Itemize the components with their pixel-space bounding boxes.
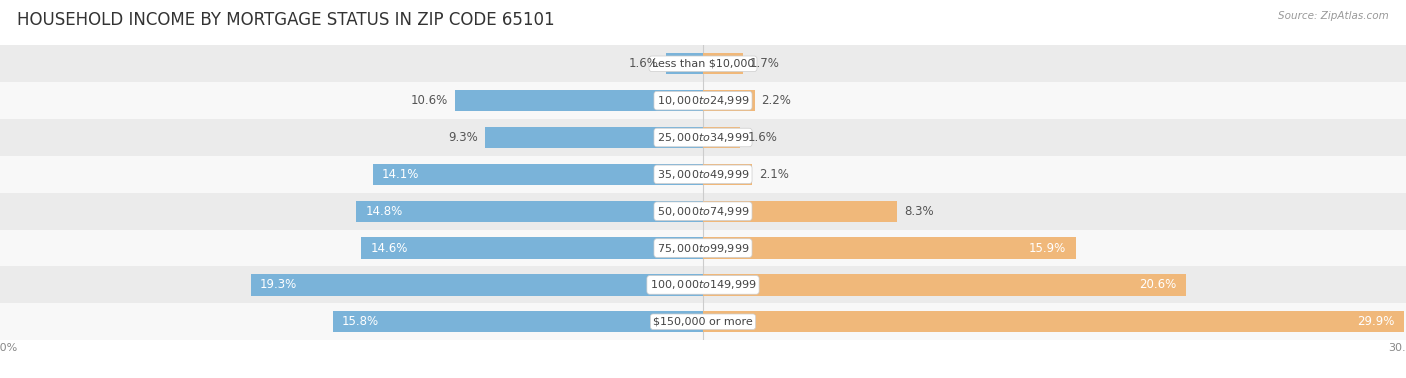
Bar xyxy=(0,193,1406,229)
Bar xyxy=(361,237,703,259)
Bar xyxy=(665,53,703,74)
Text: Source: ZipAtlas.com: Source: ZipAtlas.com xyxy=(1278,11,1389,21)
Text: 20.6%: 20.6% xyxy=(1139,279,1177,291)
Text: 1.6%: 1.6% xyxy=(748,131,778,144)
Text: $50,000 to $74,999: $50,000 to $74,999 xyxy=(657,205,749,218)
Bar xyxy=(0,45,1406,82)
Bar xyxy=(703,127,741,148)
Bar xyxy=(703,274,1185,296)
Bar xyxy=(373,164,703,185)
Bar xyxy=(703,90,755,112)
Bar xyxy=(703,237,1076,259)
Text: HOUSEHOLD INCOME BY MORTGAGE STATUS IN ZIP CODE 65101: HOUSEHOLD INCOME BY MORTGAGE STATUS IN Z… xyxy=(17,11,554,29)
Bar xyxy=(0,266,1406,303)
Text: 14.1%: 14.1% xyxy=(382,168,419,181)
Text: 29.9%: 29.9% xyxy=(1357,315,1395,328)
Bar xyxy=(454,90,703,112)
Bar xyxy=(703,164,752,185)
Bar xyxy=(356,200,703,222)
Bar xyxy=(333,311,703,333)
Bar xyxy=(703,311,1403,333)
Text: $150,000 or more: $150,000 or more xyxy=(654,317,752,327)
Text: $100,000 to $149,999: $100,000 to $149,999 xyxy=(650,279,756,291)
Text: Less than $10,000: Less than $10,000 xyxy=(652,59,754,69)
Text: $10,000 to $24,999: $10,000 to $24,999 xyxy=(657,94,749,107)
Bar xyxy=(0,119,1406,156)
Text: 15.8%: 15.8% xyxy=(342,315,380,328)
Text: 1.7%: 1.7% xyxy=(749,57,780,70)
Text: $35,000 to $49,999: $35,000 to $49,999 xyxy=(657,168,749,181)
Text: 1.6%: 1.6% xyxy=(628,57,658,70)
Text: 10.6%: 10.6% xyxy=(411,94,447,107)
Text: 19.3%: 19.3% xyxy=(260,279,297,291)
Bar xyxy=(703,200,897,222)
Bar xyxy=(0,303,1406,340)
Bar xyxy=(0,82,1406,119)
Text: 15.9%: 15.9% xyxy=(1029,242,1066,254)
Text: 9.3%: 9.3% xyxy=(449,131,478,144)
Bar xyxy=(0,156,1406,193)
Bar xyxy=(703,53,742,74)
Bar xyxy=(0,230,1406,266)
Text: 8.3%: 8.3% xyxy=(904,205,934,218)
Bar xyxy=(250,274,703,296)
Text: 14.6%: 14.6% xyxy=(370,242,408,254)
Text: 2.1%: 2.1% xyxy=(759,168,789,181)
Text: 14.8%: 14.8% xyxy=(366,205,402,218)
Bar xyxy=(485,127,703,148)
Text: $75,000 to $99,999: $75,000 to $99,999 xyxy=(657,242,749,254)
Text: $25,000 to $34,999: $25,000 to $34,999 xyxy=(657,131,749,144)
Text: 2.2%: 2.2% xyxy=(762,94,792,107)
